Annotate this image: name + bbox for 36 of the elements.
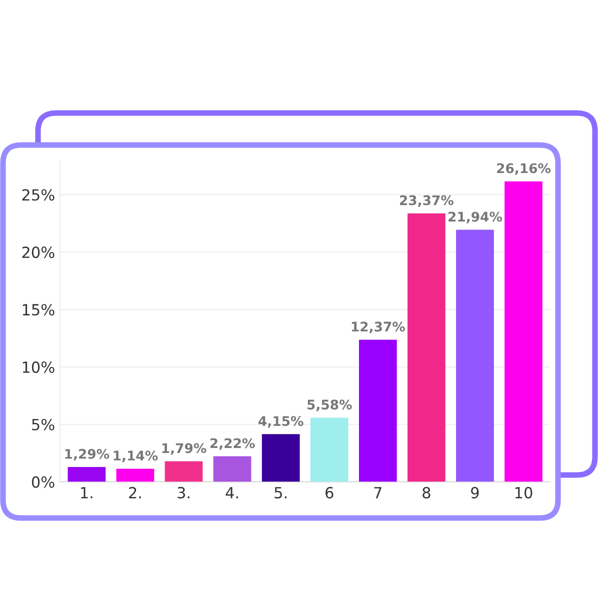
bar [456, 230, 494, 482]
bar [116, 468, 154, 482]
bar [68, 466, 106, 482]
data-label: 21,94% [448, 212, 502, 224]
bar [358, 340, 397, 482]
x-tick-label: 5. [274, 487, 286, 498]
x-tick-label: 2. [129, 486, 141, 498]
bar [408, 213, 446, 482]
bar [213, 456, 252, 482]
y-tick-label: 0% [32, 476, 54, 488]
bar [310, 418, 348, 482]
y-tick-label: 20% [22, 246, 54, 258]
y-tick-label: 25% [22, 189, 54, 201]
x-tick-label: 10 [515, 486, 532, 498]
data-label: 2,22% [210, 438, 255, 450]
data-label: 4,15% [258, 416, 304, 428]
y-tick-label: 10% [22, 361, 54, 373]
bar [262, 434, 300, 482]
data-label: 26,16% [497, 163, 551, 175]
y-tick-label: 5% [32, 418, 54, 430]
data-label: 5,58% [308, 400, 352, 412]
y-tick-label: 15% [22, 304, 54, 316]
x-tick-label: 3. [178, 486, 190, 498]
x-tick-label: 4. [226, 487, 238, 498]
x-tick-label: 6 [326, 486, 334, 498]
bar [164, 461, 203, 482]
x-tick-label: 1. [81, 487, 92, 498]
data-label: 1,79% [162, 443, 206, 455]
data-label: 1,14% [114, 450, 158, 462]
bar [504, 181, 542, 482]
data-label: 1,29% [65, 448, 110, 461]
data-label: 23,37% [400, 195, 454, 207]
x-tick-label: 7 [374, 487, 382, 498]
x-tick-label: 8 [422, 486, 430, 498]
data-label: 12,37% [352, 322, 405, 334]
x-tick-label: 9 [471, 486, 479, 498]
